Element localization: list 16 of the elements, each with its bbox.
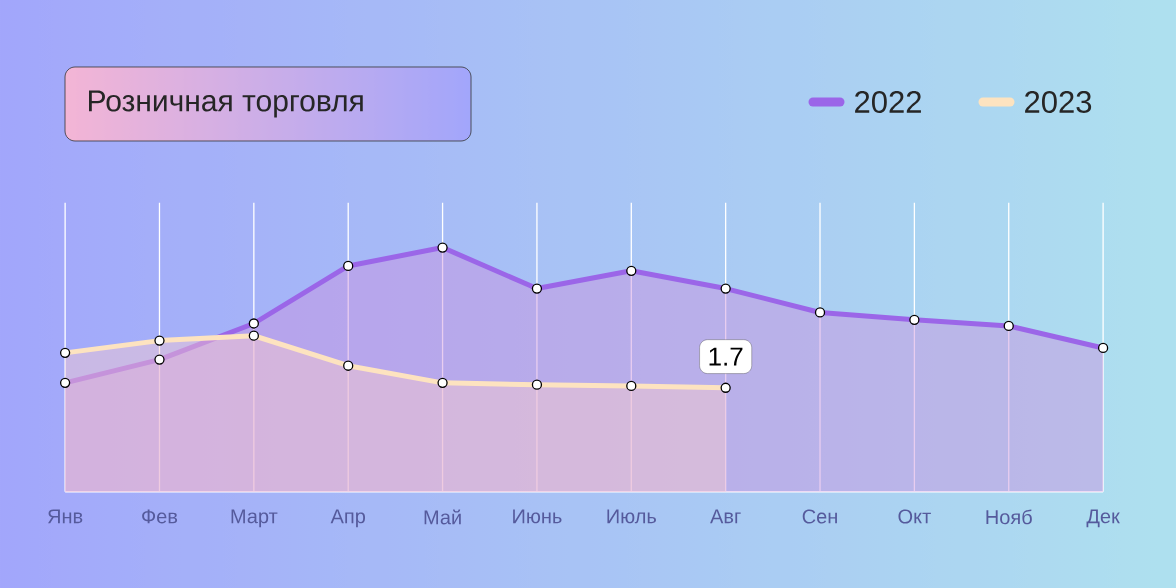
x-tick-label: Апр (330, 509, 366, 528)
x-tick-label: Нояб (986, 509, 1032, 525)
x-tick-label: Июль (607, 509, 656, 524)
chart-title: Розничная торговля (89, 90, 363, 118)
x-tick-label: Авг (710, 509, 741, 524)
x-tick-label: Июнь (513, 509, 562, 524)
x-tick-label: Янв (48, 509, 83, 524)
x-tick-label: Март (231, 509, 278, 528)
x-tick-label: Окт (898, 509, 931, 524)
x-tick-label: Дек (1086, 509, 1120, 528)
legend-label: 2022 (855, 91, 921, 113)
x-tick-label: Май (424, 509, 461, 525)
x-tick-label: Сен (802, 509, 837, 524)
legend-label: 2023 (1025, 91, 1092, 113)
data-label: 1.7 (709, 347, 743, 366)
x-tick-label: Фев (142, 509, 178, 524)
